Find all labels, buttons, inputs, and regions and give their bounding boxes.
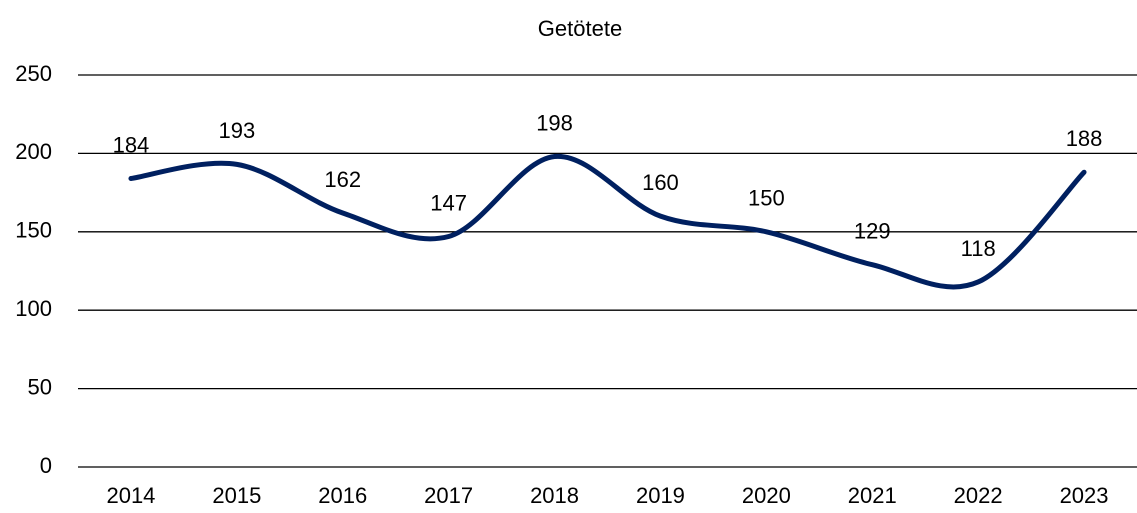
x-tick-label: 2020 — [742, 483, 791, 508]
x-tick-label: 2014 — [106, 483, 155, 508]
y-tick-label: 100 — [15, 296, 52, 321]
x-tick-label: 2019 — [636, 483, 685, 508]
line — [128, 154, 1087, 290]
data-label: 118 — [961, 236, 996, 261]
x-tick-label: 2015 — [212, 483, 261, 508]
y-tick-label: 150 — [15, 218, 52, 243]
data-label: 188 — [1066, 126, 1103, 151]
data-label: 184 — [113, 132, 150, 157]
x-tick-label: 2016 — [318, 483, 367, 508]
x-tick-label: 2023 — [1060, 483, 1109, 508]
data-label: 160 — [642, 170, 679, 195]
x-tick-label: 2022 — [954, 483, 1003, 508]
x-tick-label: 2017 — [424, 483, 473, 508]
data-label: 193 — [218, 118, 255, 143]
data-label: 162 — [324, 167, 361, 192]
data-label: 198 — [536, 110, 573, 135]
y-tick-label: 50 — [28, 374, 52, 399]
y-tick-label: 200 — [15, 139, 52, 164]
data-label: 147 — [430, 190, 467, 215]
y-tick-label: 250 — [15, 61, 52, 86]
y-tick-label: 0 — [40, 453, 52, 478]
x-tick-label: 2018 — [530, 483, 579, 508]
data-label: 150 — [748, 186, 785, 211]
x-tick-label: 2021 — [848, 483, 897, 508]
chart-title: Getötete — [538, 16, 622, 41]
data-label: 129 — [854, 219, 891, 244]
